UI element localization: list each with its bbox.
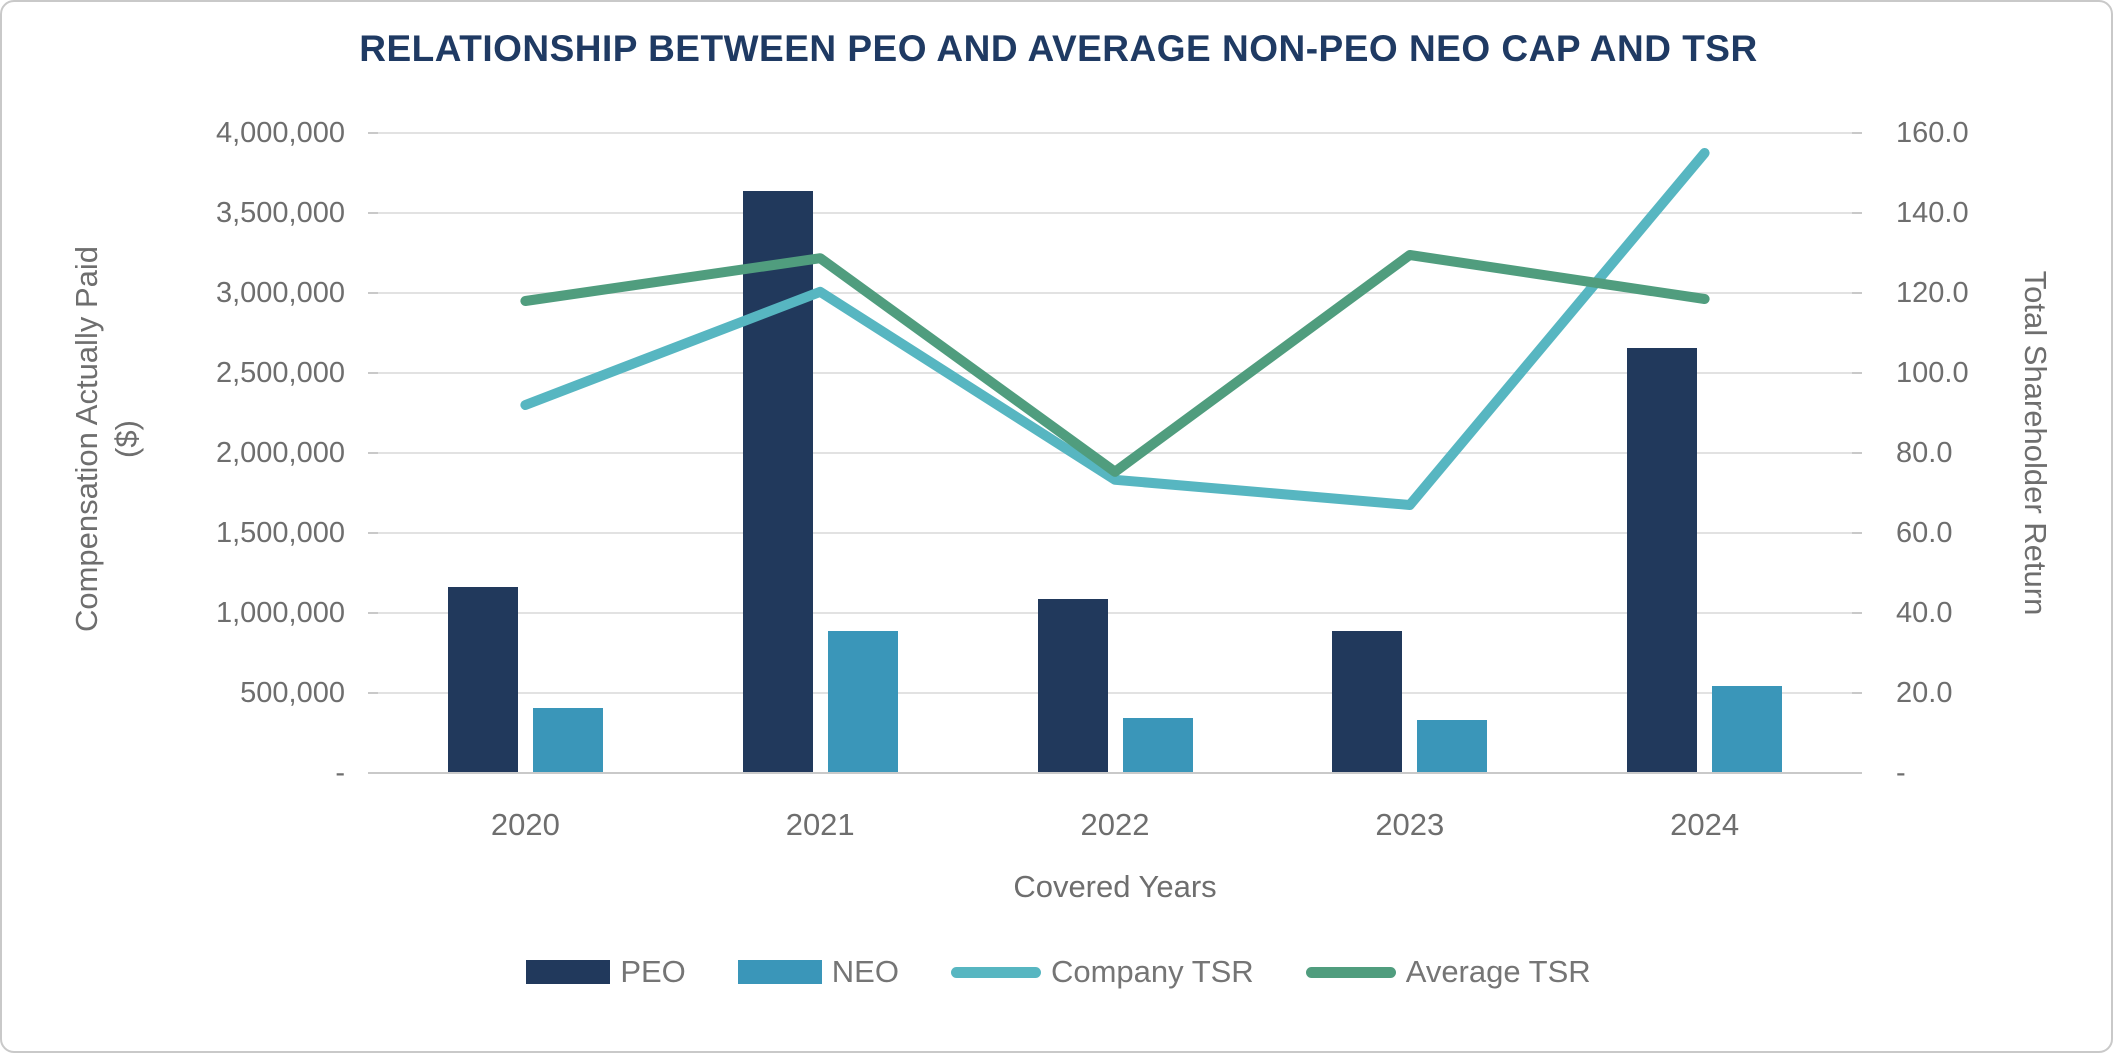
right-y-axis-tick-label: 60.0 — [1896, 517, 1953, 549]
legend-label-neo: NEO — [831, 954, 899, 989]
company-tsr-swatch-icon — [950, 966, 1041, 978]
left-y-axis-tick-label: 500,000 — [240, 677, 345, 709]
left-axis-tickmark — [368, 292, 378, 294]
right-axis-tickmark — [1852, 772, 1862, 774]
right-axis-tickmark — [1852, 132, 1862, 134]
left-y-axis-tick-label: 3,000,000 — [215, 277, 345, 309]
left-y-axis-tick-label: 1,000,000 — [215, 597, 345, 629]
gridline — [378, 132, 1852, 134]
right-y-axis-tick-label: 40.0 — [1896, 597, 1953, 629]
gridline — [378, 532, 1852, 534]
x-tick-label-2023: 2023 — [1375, 807, 1445, 842]
right-axis-tickmark — [1852, 212, 1862, 214]
left-y-axis-tick-label: 4,000,000 — [215, 117, 345, 149]
x-axis-line — [378, 772, 1852, 774]
right-axis-tickmark — [1852, 532, 1862, 534]
left-y-axis-tick-label: 2,000,000 — [215, 437, 345, 469]
gridline — [378, 212, 1852, 214]
legend-item-company-tsr: Company TSR — [950, 954, 1254, 990]
right-y-axis-tick-label: 160.0 — [1896, 117, 1969, 149]
legend: PEO NEO Company TSR Average TSR — [2, 954, 2111, 990]
left-y-axis-tick-label: 3,500,000 — [215, 197, 345, 229]
left-axis-tickmark — [368, 612, 378, 614]
peo-bar-2023 — [1332, 631, 1403, 773]
right-y-axis-tick-label: 140.0 — [1896, 197, 1969, 229]
left-axis-tickmark — [368, 692, 378, 694]
x-axis-title: Covered Years — [1013, 869, 1217, 904]
legend-item-average-tsr: Average TSR — [1305, 954, 1591, 990]
left-axis-tickmark — [368, 132, 378, 134]
neo-swatch-icon — [737, 960, 822, 984]
left-y-axis-tick-label: - — [335, 757, 345, 789]
right-y-axis-tick-label: 80.0 — [1896, 437, 1953, 469]
right-axis-tickmark — [1852, 372, 1862, 374]
peo-swatch-icon — [526, 960, 611, 984]
gridline — [378, 292, 1852, 294]
neo-bar-2022 — [1122, 717, 1193, 773]
right-axis-tickmark — [1852, 692, 1862, 694]
legend-label-average-tsr: Average TSR — [1405, 954, 1591, 989]
legend-item-peo: PEO — [526, 954, 686, 990]
right-axis-tickmark — [1852, 452, 1862, 454]
right-y-axis-title: Total Shareholder Return — [2018, 270, 2053, 616]
x-tick-label-2022: 2022 — [1080, 807, 1150, 842]
right-y-axis-tick-label: 100.0 — [1896, 357, 1969, 389]
left-y-axis-tick-label: 1,500,000 — [215, 517, 345, 549]
peo-bar-2022 — [1037, 599, 1108, 773]
gridline — [378, 612, 1852, 614]
right-y-axis-tick-label: 20.0 — [1896, 677, 1953, 709]
left-axis-tickmark — [368, 212, 378, 214]
neo-bar-2024 — [1712, 685, 1783, 773]
right-y-axis-tick-label: - — [1896, 757, 1906, 789]
left-y-axis-title: Compensation Actually Paid ($) — [67, 79, 147, 799]
legend-label-company-tsr: Company TSR — [1050, 954, 1254, 989]
left-axis-tickmark — [368, 532, 378, 534]
left-y-axis-title-line1: Compensation Actually Paid — [69, 246, 104, 633]
right-axis-tickmark — [1852, 292, 1862, 294]
chart-title: RELATIONSHIP BETWEEN PEO AND AVERAGE NON… — [359, 28, 1758, 69]
peo-bar-2020 — [447, 586, 518, 773]
neo-bar-2023 — [1417, 720, 1488, 773]
right-axis-tickmark — [1852, 612, 1862, 614]
right-y-axis-tick-label: 120.0 — [1896, 277, 1969, 309]
average-tsr-swatch-icon — [1305, 966, 1396, 978]
gridline — [378, 692, 1852, 694]
neo-bar-2021 — [827, 630, 898, 773]
legend-label-peo: PEO — [620, 954, 686, 989]
peo-bar-2021 — [742, 191, 813, 773]
left-axis-tickmark — [368, 452, 378, 454]
left-axis-tickmark — [368, 372, 378, 374]
left-y-axis-title-line2: ($) — [109, 420, 144, 458]
x-tick-label-2020: 2020 — [490, 807, 560, 842]
left-axis-tickmark — [368, 772, 378, 774]
legend-item-neo: NEO — [737, 954, 899, 990]
peo-bar-2024 — [1627, 348, 1698, 773]
left-y-axis-tick-label: 2,500,000 — [215, 357, 345, 389]
x-tick-label-2024: 2024 — [1670, 807, 1740, 842]
x-tick-label-2021: 2021 — [785, 807, 855, 842]
neo-bar-2020 — [532, 708, 603, 773]
average-tsr-line — [520, 250, 1710, 477]
